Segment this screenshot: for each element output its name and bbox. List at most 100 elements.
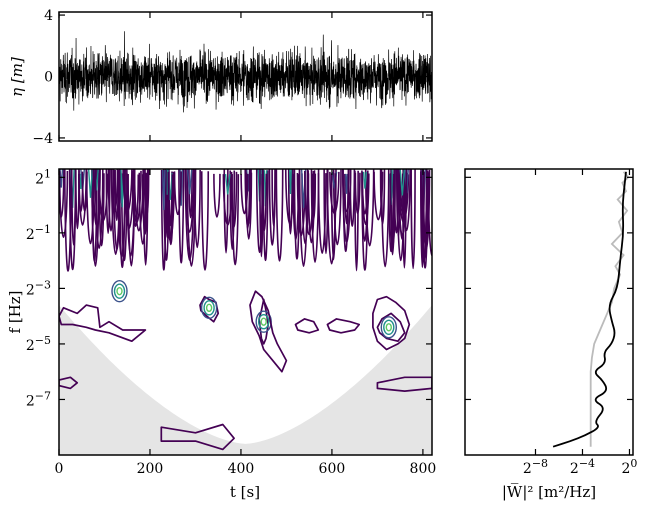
contour-streak — [245, 172, 253, 240]
contour-streak — [354, 170, 359, 272]
contour-ring — [116, 286, 123, 296]
contour-blob — [294, 318, 320, 334]
contour-ring — [380, 316, 397, 339]
contour-streak — [114, 170, 120, 222]
time-series-x-ticks — [58, 12, 424, 141]
time-series-panel: 4 0 −4 η [m] — [8, 8, 433, 147]
contour-streak — [131, 170, 142, 224]
contour-streak — [361, 171, 369, 215]
contour-streak — [184, 169, 195, 233]
contour-blob — [372, 295, 411, 351]
contour-streak — [397, 169, 408, 237]
wavelet-panel: 0 200 400 600 800 21 2−1 2−3 2−5 2−7 t [s] f [Hz… — [6, 167, 437, 501]
contour-region — [160, 423, 235, 451]
elevation-line — [59, 31, 432, 113]
contour-streak — [173, 171, 182, 216]
contour-streak — [330, 173, 337, 261]
x-tick-label: 800 — [410, 461, 437, 477]
contour-ring — [257, 314, 270, 330]
contour-ring — [200, 296, 218, 320]
contour-streak — [304, 171, 315, 236]
contour-streak — [354, 172, 361, 215]
contour-region — [59, 376, 79, 390]
x-tick-label: 2−8 — [523, 457, 548, 477]
contour-streak-inner — [362, 171, 367, 189]
contour-streak-inner — [186, 169, 193, 195]
contour-streak — [98, 173, 105, 247]
contour-streak — [231, 174, 240, 266]
wavelet-x-ticks: 0 200 400 600 800 — [55, 169, 437, 477]
contour-streak — [94, 169, 104, 250]
wavelet-x-label: t [s] — [230, 483, 260, 501]
contour-blob — [249, 290, 288, 373]
cone-of-influence — [59, 305, 432, 455]
contour-streak — [122, 169, 133, 213]
x-tick-label: 0 — [55, 461, 64, 477]
contour-blob — [326, 318, 361, 334]
contour-streak — [323, 169, 329, 255]
spectrum-gray-line — [589, 171, 630, 447]
x-tick-label: 400 — [228, 461, 255, 477]
contour-streak — [240, 173, 249, 215]
contour-streak — [81, 171, 88, 213]
contour-streak — [59, 171, 69, 239]
contour-streak — [222, 174, 233, 226]
contour-streak — [200, 171, 210, 271]
contour-streak — [105, 169, 111, 234]
contour-streak — [193, 170, 201, 249]
contour-streak-inner — [399, 169, 406, 196]
contour-streak — [118, 169, 126, 269]
contour-streak — [373, 171, 384, 221]
contour-blob — [59, 304, 147, 343]
contour-streak — [293, 169, 301, 260]
contour-streak — [160, 169, 167, 271]
contour-region — [376, 376, 432, 392]
contour-streak — [298, 169, 309, 267]
wavelet-contours — [59, 169, 432, 451]
spectrum-frame — [464, 168, 634, 456]
contour-streak — [410, 169, 416, 270]
contour-streak — [271, 169, 276, 227]
contour-ring — [113, 283, 126, 299]
x-tick-label: 600 — [319, 461, 346, 477]
elevation-trace — [59, 31, 432, 113]
contour-streak-inner — [87, 169, 94, 198]
contour-streak — [78, 169, 88, 226]
contour-region — [376, 312, 406, 343]
contour-ring — [203, 300, 215, 316]
y-tick-label: 4 — [44, 8, 53, 24]
contour-streak — [107, 169, 115, 232]
contour-ring — [385, 323, 392, 332]
contour-streak — [275, 169, 284, 262]
y-tick-label: 2−7 — [26, 389, 51, 409]
contour-streak — [349, 169, 356, 227]
contour-streak-inner — [288, 169, 292, 195]
contour-ring — [260, 317, 267, 326]
x-tick-label: 200 — [137, 461, 164, 477]
x-tick-label: 2−4 — [570, 457, 595, 477]
contour-streak — [329, 171, 340, 215]
contour-streak — [388, 173, 395, 253]
contour-streak — [422, 169, 428, 245]
y-tick-label: 21 — [35, 167, 51, 187]
contour-streak — [213, 173, 221, 218]
contour-streak — [70, 169, 77, 246]
contour-streak — [307, 170, 316, 244]
time-series-y-label: η [m] — [8, 57, 26, 97]
spectrum-panel: 2−8 2−4 20 |W̅|² [m²/Hz] — [464, 168, 638, 501]
contour-ring — [205, 303, 213, 313]
contour-streak — [332, 169, 342, 246]
contour-ring — [111, 279, 128, 303]
contour-streak — [379, 169, 386, 226]
contour-streak-inner — [224, 173, 231, 195]
y-tick-label: 2−5 — [26, 334, 51, 354]
time-series-y-ticks: 4 0 −4 — [32, 8, 432, 147]
y-tick-label: 2−1 — [26, 223, 51, 243]
contour-ring — [383, 319, 395, 335]
contour-streak — [287, 169, 293, 235]
contour-streak — [402, 169, 411, 232]
contour-streak-inner — [345, 173, 349, 194]
x-tick-label: 20 — [622, 457, 638, 477]
wavelet-y-label: f [Hz] — [6, 290, 24, 333]
